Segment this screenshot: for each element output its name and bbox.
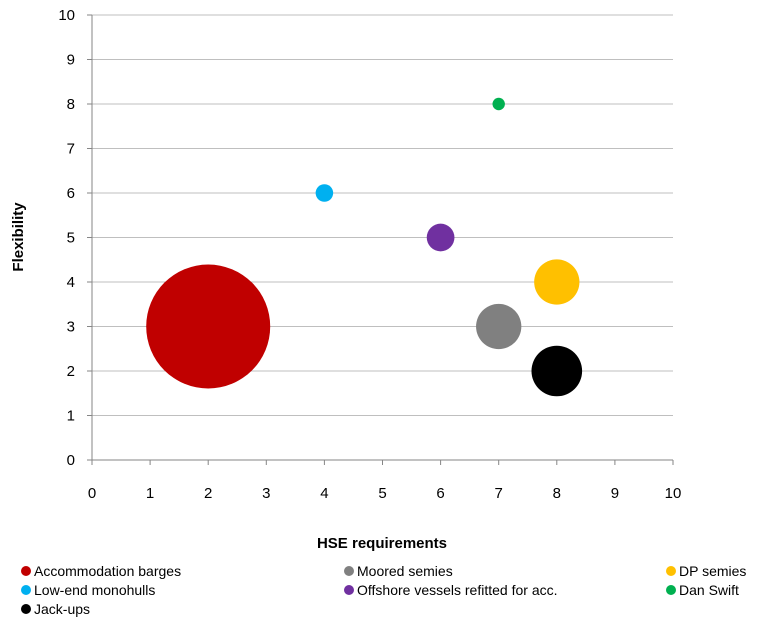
tick-labels: 0 1 2 3 4 5 6 7 8 9 10 0 1 2 3 4 5 6 7 8 9 10 bbox=[58, 7, 681, 502]
legend-item-accommodation-barges: Accommodation barges bbox=[21, 562, 181, 580]
y-tick-label-6: 6 bbox=[67, 185, 75, 202]
x-tick-label-7: 7 bbox=[495, 485, 503, 502]
x-tick-label-5: 5 bbox=[378, 485, 386, 502]
x-tick-label-4: 4 bbox=[320, 485, 328, 502]
x-axis-title: HSE requirements bbox=[317, 535, 447, 552]
y-tick-label-5: 5 bbox=[67, 230, 75, 247]
bubble-dan-swift bbox=[492, 97, 505, 111]
axes bbox=[87, 14, 674, 465]
legend-label-jack-ups: Jack-ups bbox=[34, 601, 91, 617]
legend-item-jack-ups: Jack-ups bbox=[21, 600, 90, 618]
legend-marker-dan-swift bbox=[666, 585, 676, 595]
y-tick-label-7: 7 bbox=[67, 141, 75, 158]
legend-marker-jack-ups bbox=[21, 604, 31, 614]
legend-item-moored-semies: Moored semies bbox=[344, 562, 453, 580]
y-tick-label-2: 2 bbox=[67, 363, 75, 380]
y-tick-label-0: 0 bbox=[67, 452, 75, 469]
bubble-accommodation-barges bbox=[146, 264, 271, 389]
legend-label-dan-swift: Dan Swift bbox=[679, 582, 739, 598]
bubble-jack-ups bbox=[531, 345, 583, 397]
legend-marker-dp-semies bbox=[666, 566, 676, 576]
legend-item-dp-semies: DP semies bbox=[666, 562, 746, 580]
legend-marker-moored-semies bbox=[344, 566, 354, 576]
x-tick-label-3: 3 bbox=[262, 485, 270, 502]
legend-marker-low-end-monohulls bbox=[21, 585, 31, 595]
x-tick-label-9: 9 bbox=[611, 485, 619, 502]
legend-marker-accommodation-barges bbox=[21, 566, 31, 576]
bubble-chart: 0 1 2 3 4 5 6 7 8 9 10 0 1 2 3 4 5 6 7 8 9 10 HSE requirement… bbox=[10, 7, 681, 552]
y-tick-label-10: 10 bbox=[58, 7, 75, 24]
x-tick-label-2: 2 bbox=[204, 485, 212, 502]
bubble-low-end-monohulls bbox=[315, 184, 334, 202]
y-axis-title: Flexibility bbox=[10, 202, 27, 272]
x-tick-label-1: 1 bbox=[146, 485, 154, 502]
legend-label-offshore-vessels: Offshore vessels refitted for acc. bbox=[357, 582, 558, 598]
bubble-moored-semies bbox=[476, 303, 522, 350]
y-tick-label-8: 8 bbox=[67, 96, 75, 113]
x-tick-label-10: 10 bbox=[665, 485, 682, 502]
y-tick-label-9: 9 bbox=[67, 52, 75, 69]
legend-label-dp-semies: DP semies bbox=[679, 563, 747, 579]
y-tick-label-4: 4 bbox=[67, 274, 75, 291]
legend-marker-offshore-vessels bbox=[344, 585, 354, 595]
legend-label-moored-semies: Moored semies bbox=[357, 563, 453, 579]
legend: Accommodation barges Moored semies DP se… bbox=[0, 562, 767, 634]
y-tick-label-3: 3 bbox=[67, 319, 75, 336]
legend-item-low-end-monohulls: Low-end monohulls bbox=[21, 581, 155, 599]
legend-label-accommodation-barges: Accommodation barges bbox=[34, 563, 182, 579]
bubble-offshore-vessels-refitted-for-acc bbox=[426, 223, 455, 252]
legend-item-offshore-vessels: Offshore vessels refitted for acc. bbox=[344, 581, 558, 599]
legend-item-dan-swift: Dan Swift bbox=[666, 581, 739, 599]
x-tick-label-0: 0 bbox=[88, 485, 96, 502]
legend-label-low-end-monohulls: Low-end monohulls bbox=[34, 582, 156, 598]
bubble-dp-semies bbox=[534, 259, 580, 305]
x-tick-label-8: 8 bbox=[553, 485, 561, 502]
y-tick-label-1: 1 bbox=[67, 408, 75, 425]
x-tick-label-6: 6 bbox=[436, 485, 444, 502]
bubbles bbox=[146, 97, 583, 397]
